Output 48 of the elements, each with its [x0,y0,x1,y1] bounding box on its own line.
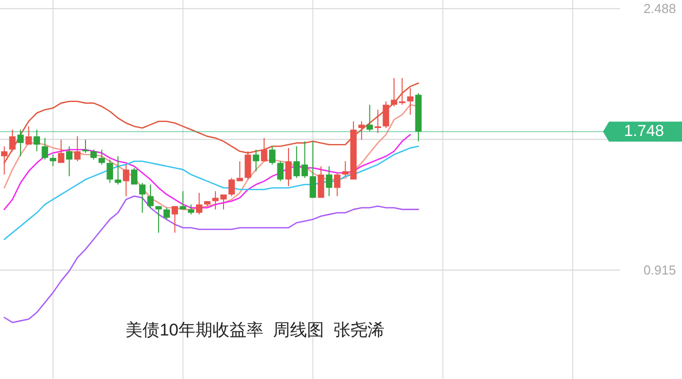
y-tick-label: 2.488 [643,1,676,16]
candlestick [114,156,122,186]
candlestick [277,160,284,182]
candlestick [358,120,365,140]
candlestick [244,150,252,180]
candlestick [188,204,194,215]
candlestick [310,140,316,198]
candlestick [285,147,292,187]
ref-line-label: 1.748 [624,123,664,140]
candlestick [106,159,114,184]
candlestick [42,137,48,160]
candlestick [318,166,324,198]
candlestick [82,139,89,154]
text: 美债10年期收益率 周线图 张尧浠 [126,320,384,340]
candlestick [334,172,340,197]
candlestick [252,149,260,172]
candlestick [9,129,16,152]
candlestick [382,100,390,128]
candlestick [374,109,382,134]
candlestick [58,139,64,164]
candlestick [196,192,202,215]
candlestick [260,137,268,162]
candlestick [342,160,349,177]
line-series [4,82,420,164]
candlestick [1,146,8,176]
candlestick [147,184,154,208]
candlestick [131,167,138,186]
candlestick [220,194,227,210]
candlestick [366,104,373,132]
candlestick [74,136,81,162]
candlestick [164,207,170,220]
candlestick [34,129,40,152]
candlestick [98,149,105,166]
candlestick [212,190,219,210]
candlestick [66,146,72,177]
candlestick [326,166,332,197]
y-tick-label: 0.915 [643,262,676,278]
candlestick [17,129,24,157]
candlestick [122,164,130,197]
candlestick [269,146,276,166]
candlestick [407,88,414,116]
candlestick [90,149,97,160]
candlestick [172,206,178,234]
line-series [4,146,420,240]
candlestick [180,190,186,210]
candlestick [155,206,162,234]
candlestick [25,126,32,146]
candlestick [139,182,146,214]
